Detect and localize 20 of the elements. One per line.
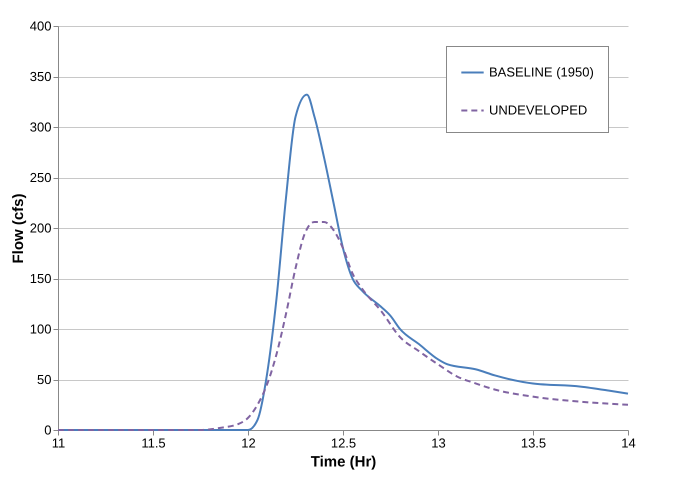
y-tick-label: 50 bbox=[37, 372, 52, 387]
y-tick-label: 400 bbox=[30, 18, 52, 34]
x-tick-label: 13.5 bbox=[520, 436, 546, 450]
x-tick-label: 13 bbox=[431, 436, 446, 450]
x-axis-title: Time (Hr) bbox=[310, 454, 376, 470]
y-tick-label: 100 bbox=[30, 322, 52, 336]
legend-label: BASELINE (1950) bbox=[489, 64, 594, 80]
y-tick-label: 250 bbox=[30, 170, 52, 185]
x-tick-label: 12 bbox=[241, 436, 256, 450]
x-tick-label: 12.5 bbox=[330, 436, 356, 450]
x-tick-label: 11 bbox=[52, 436, 66, 450]
x-tick-label: 11.5 bbox=[141, 436, 166, 450]
y-axis-title: Flow (cfs) bbox=[10, 194, 27, 264]
x-tick-label: 14 bbox=[621, 436, 636, 450]
y-tick-label: 300 bbox=[30, 120, 52, 134]
y-tick-label: 150 bbox=[30, 271, 52, 286]
legend-label: UNDEVELOPED bbox=[489, 102, 588, 118]
y-tick-label: 200 bbox=[30, 220, 52, 236]
y-tick-label: 0 bbox=[44, 422, 52, 438]
y-tick-label: 350 bbox=[30, 69, 52, 84]
